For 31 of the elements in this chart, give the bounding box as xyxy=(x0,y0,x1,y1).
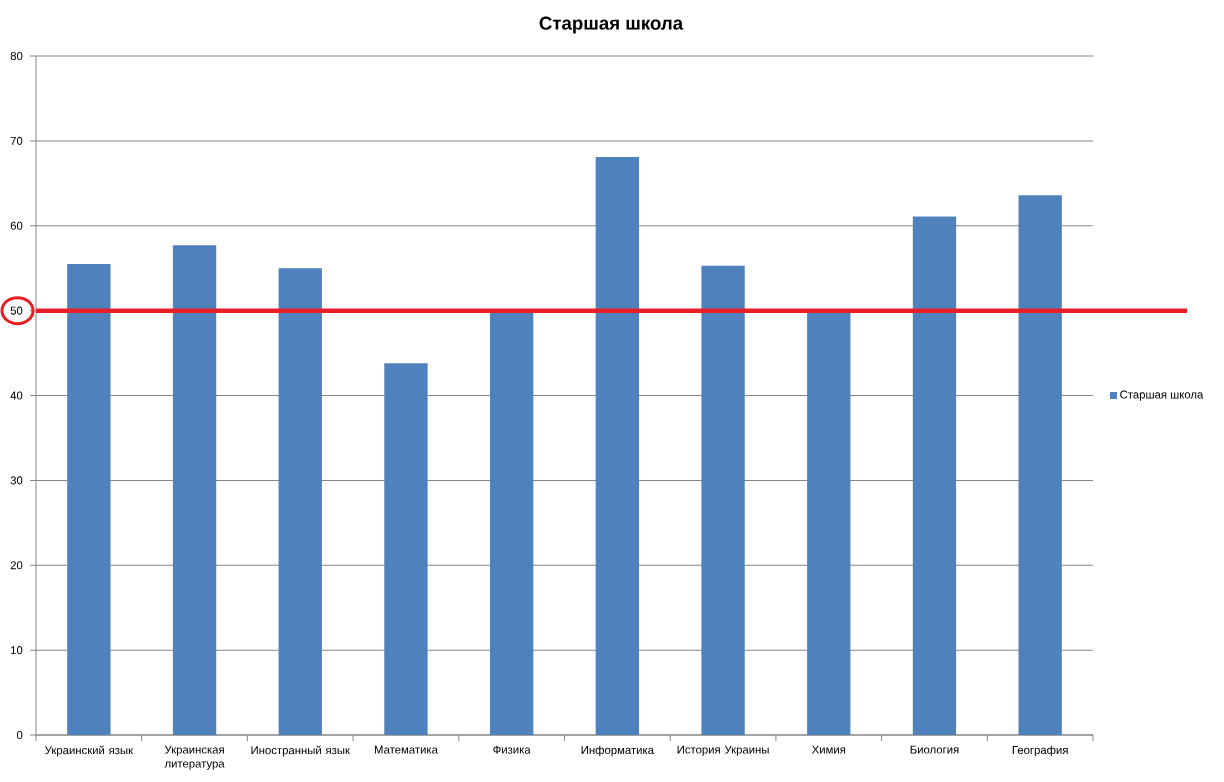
y-tick-label: 50 xyxy=(10,306,23,315)
y-tick-label: 40 xyxy=(10,391,23,400)
x-tick-label: Физика xyxy=(493,745,531,754)
bar xyxy=(67,263,111,735)
y-tick-label: 60 xyxy=(10,221,23,230)
x-tick-label: История Украины xyxy=(677,745,769,756)
chart-title: Старшая школа xyxy=(539,16,684,34)
legend-label: Старшая школа xyxy=(1120,390,1204,401)
x-tick-label: Украинский язык xyxy=(44,745,134,757)
bar xyxy=(807,310,851,735)
x-tick-label: Украинская литература xyxy=(164,745,225,770)
x-tick-label: Биология xyxy=(910,745,959,754)
bar xyxy=(1018,195,1062,735)
y-tick-label: 30 xyxy=(10,476,23,485)
x-tick-label: Иностранный язык xyxy=(251,745,350,757)
bar xyxy=(489,310,534,735)
bar xyxy=(172,245,217,735)
y-tick-label: 80 xyxy=(10,52,23,61)
y-tick-label: 20 xyxy=(10,561,23,570)
bar xyxy=(278,268,322,735)
y-tick-label: 70 xyxy=(10,136,23,145)
y-tick-label: 0 xyxy=(16,731,23,740)
bar xyxy=(384,363,428,735)
bar xyxy=(912,216,957,735)
x-tick-label: География xyxy=(1012,745,1068,757)
bar xyxy=(701,265,745,735)
bar xyxy=(595,157,640,735)
y-tick-label: 10 xyxy=(11,646,23,655)
x-tick-label: Информатика xyxy=(581,745,654,757)
x-tick-label: Математика xyxy=(374,745,438,754)
x-tick-label: Химия xyxy=(811,745,846,754)
